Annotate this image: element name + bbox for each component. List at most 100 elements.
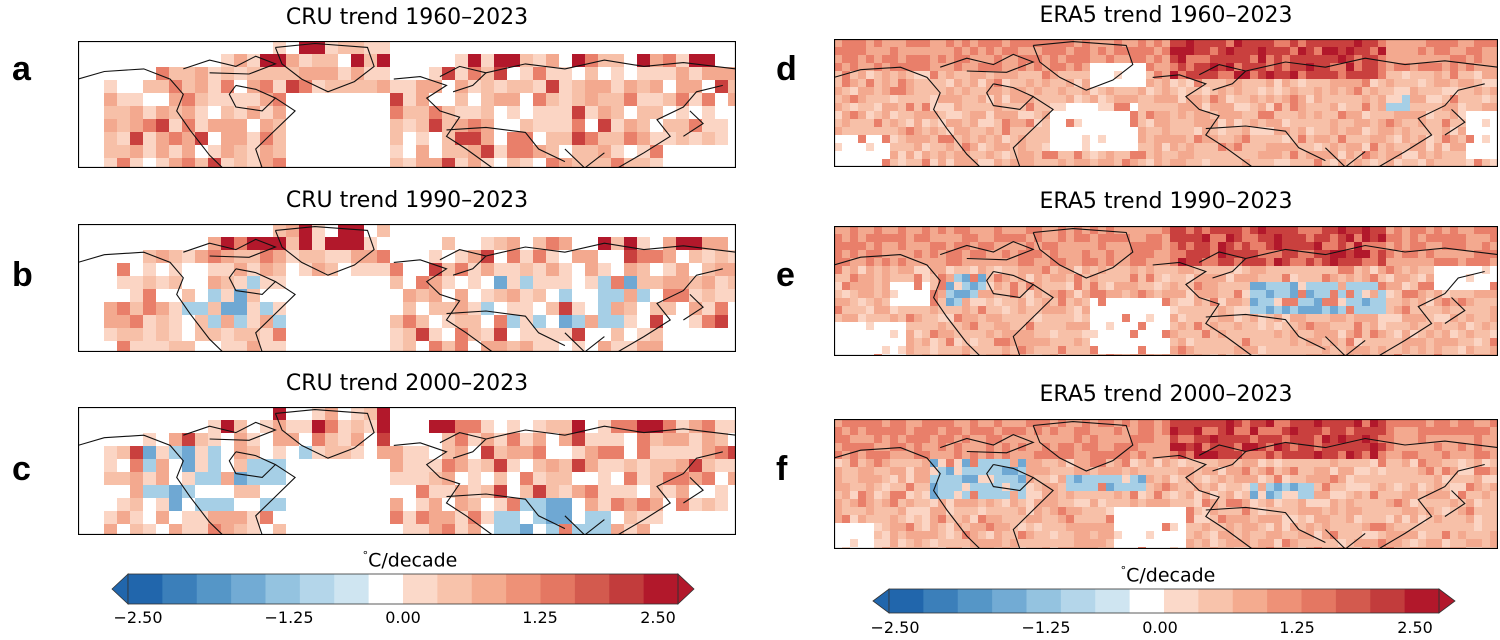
grid-cell <box>1298 346 1306 354</box>
grid-cell <box>169 119 182 132</box>
grid-cell <box>1242 491 1250 499</box>
grid-cell <box>962 475 970 483</box>
grid-cell <box>1106 111 1114 119</box>
grid-cell <box>1034 39 1042 47</box>
grid-cell <box>1218 346 1226 354</box>
grid-cell <box>1418 250 1426 258</box>
grid-cell <box>1170 507 1178 515</box>
grid-cell <box>1010 298 1018 306</box>
grid-cell <box>1034 111 1042 119</box>
grid-cell <box>1234 338 1242 346</box>
grid-cell <box>1074 119 1082 127</box>
grid-cell <box>1242 226 1250 234</box>
grid-cell <box>1146 515 1154 523</box>
grid-cell <box>970 443 978 451</box>
grid-cell <box>1442 127 1450 135</box>
grid-cell <box>1466 250 1474 258</box>
grid-cell <box>559 315 572 328</box>
grid-cell <box>1034 467 1042 475</box>
grid-cell <box>611 420 624 433</box>
grid-cell <box>1170 39 1178 47</box>
grid-cell <box>1210 111 1218 119</box>
grid-cell <box>1082 435 1090 443</box>
grid-cell <box>906 467 914 475</box>
grid-cell <box>195 511 208 524</box>
grid-cell <box>208 511 221 524</box>
grid-cell <box>1138 338 1146 346</box>
grid-cell <box>1218 306 1226 314</box>
grid-cell <box>533 106 546 119</box>
grid-cell <box>494 485 507 498</box>
grid-cell <box>1378 523 1386 531</box>
grid-cell <box>1466 103 1474 111</box>
grid-cell <box>1354 119 1362 127</box>
grid-cell <box>1338 475 1346 483</box>
grid-cell <box>1010 499 1018 507</box>
grid-cell <box>906 119 914 127</box>
grid-cell <box>866 47 874 55</box>
grid-cell <box>1274 467 1282 475</box>
grid-cell <box>1082 119 1090 127</box>
grid-cell <box>1410 491 1418 499</box>
grid-cell <box>1194 143 1202 151</box>
grid-cell <box>1170 63 1178 71</box>
grid-cell <box>1122 226 1130 234</box>
grid-cell <box>416 524 429 535</box>
grid-cell <box>994 242 1002 250</box>
grid-cell <box>1434 95 1442 103</box>
grid-cell <box>1242 435 1250 443</box>
grid-cell <box>1018 322 1026 330</box>
grid-cell <box>1450 95 1458 103</box>
grid-cell <box>1306 103 1314 111</box>
grid-cell <box>1066 491 1074 499</box>
grid-cell <box>890 266 898 274</box>
grid-cell <box>1402 330 1410 338</box>
grid-cell <box>1426 111 1434 119</box>
grid-cell <box>1106 435 1114 443</box>
grid-cell <box>1106 330 1114 338</box>
grid-cell <box>1274 290 1282 298</box>
grid-cell <box>1490 515 1498 523</box>
grid-cell <box>1210 507 1218 515</box>
grid-cell <box>850 507 858 515</box>
grid-cell <box>572 54 585 67</box>
grid-cell <box>1234 266 1242 274</box>
grid-cell <box>1210 250 1218 258</box>
grid-cell <box>1434 266 1442 274</box>
grid-cell <box>1210 314 1218 322</box>
grid-cell <box>468 498 481 511</box>
grid-cell <box>1442 427 1450 435</box>
grid-cell <box>1026 258 1034 266</box>
grid-cell <box>1202 346 1210 354</box>
grid-cell <box>1138 427 1146 435</box>
grid-cell <box>338 433 351 446</box>
grid-cell <box>954 467 962 475</box>
grid-cell <box>585 54 598 67</box>
grid-cell <box>1098 314 1106 322</box>
grid-cell <box>1178 79 1186 87</box>
grid-cell <box>1050 95 1058 103</box>
grid-cell <box>1218 242 1226 250</box>
grid-cell <box>930 127 938 135</box>
grid-cell <box>1418 459 1426 467</box>
grid-cell <box>637 237 650 250</box>
grid-cell <box>1362 127 1370 135</box>
grid-cell <box>1426 226 1434 234</box>
grid-cell <box>1226 234 1234 242</box>
grid-cell <box>1274 95 1282 103</box>
grid-cell <box>559 485 572 498</box>
grid-cell <box>866 523 874 531</box>
grid-cell <box>1226 127 1234 135</box>
grid-cell <box>1098 143 1106 151</box>
grid-cell <box>1050 242 1058 250</box>
grid-cell <box>156 315 169 328</box>
grid-cell <box>1178 103 1186 111</box>
grid-cell <box>1002 523 1010 531</box>
grid-cell <box>1274 79 1282 87</box>
grid-cell <box>1290 523 1298 531</box>
grid-cell <box>914 443 922 451</box>
grid-cell <box>914 427 922 435</box>
grid-cell <box>1482 475 1490 483</box>
grid-cell <box>507 93 520 106</box>
grid-cell <box>1458 127 1466 135</box>
